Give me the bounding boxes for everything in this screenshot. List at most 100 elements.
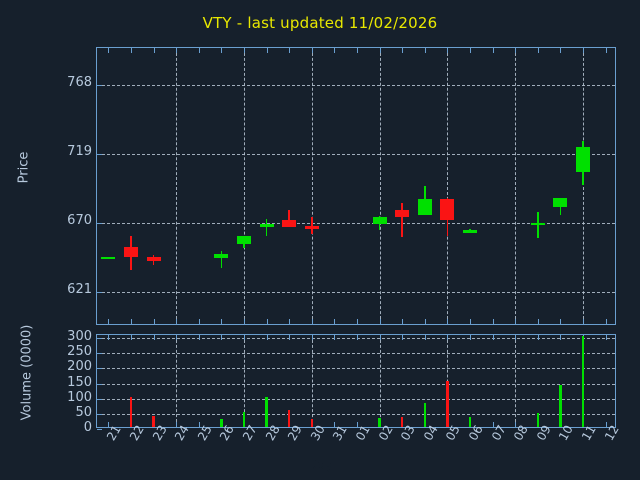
volume-gridline (97, 353, 615, 355)
candle-body (440, 198, 455, 221)
day-tick (537, 48, 539, 53)
volume-gridline (97, 368, 615, 370)
day-tick (583, 319, 585, 324)
day-tick (447, 319, 449, 324)
day-tick (289, 319, 291, 324)
day-tick (108, 48, 110, 53)
candle-body (304, 225, 319, 229)
price-tick (97, 84, 102, 86)
day-tick (334, 335, 336, 340)
volume-tick (97, 398, 102, 400)
day-tick (198, 319, 200, 324)
day-gridline (515, 48, 517, 324)
day-tick (357, 319, 358, 324)
volume-bar (129, 396, 133, 427)
volume-bar (423, 402, 427, 427)
candle-body (417, 198, 432, 215)
volume-tick (97, 383, 102, 385)
volume-gridline (97, 398, 615, 400)
day-tick (470, 319, 472, 324)
candle-wick (310, 217, 313, 235)
candle-body (282, 220, 297, 228)
day-tick (108, 335, 110, 340)
candle-body (530, 222, 545, 226)
price-gridline (97, 292, 615, 294)
candle-body (576, 146, 591, 173)
day-gridline (243, 48, 245, 324)
day-tick (537, 319, 539, 324)
day-tick (424, 335, 426, 340)
day-tick (402, 319, 404, 324)
day-tick (108, 422, 110, 427)
day-gridline (243, 335, 245, 427)
day-gridline (176, 335, 178, 427)
day-tick (605, 422, 607, 427)
day-tick (560, 335, 562, 340)
candle-wick (220, 251, 223, 269)
day-tick (334, 48, 336, 53)
day-tick (176, 422, 178, 427)
day-tick (198, 48, 200, 53)
price-tick-label: 621 (67, 282, 92, 298)
volume-tick-label: 300 (67, 329, 92, 345)
day-tick (153, 48, 155, 53)
volume-tick-label: 200 (67, 359, 92, 375)
candle-wick (288, 210, 290, 226)
day-tick (447, 48, 449, 53)
volume-tick-label: 50 (75, 404, 92, 420)
day-tick (379, 48, 381, 53)
day-tick (289, 335, 291, 340)
day-tick (470, 335, 472, 340)
volume-axis-labels: 0 50 100 150 200 250 300 (30, 329, 92, 435)
price-tick-label: 768 (67, 74, 92, 90)
day-axis-title: Day (0, 458, 640, 473)
day-tick (289, 48, 291, 53)
day-tick (266, 319, 268, 324)
price-tick-label: 670 (67, 212, 92, 228)
day-tick (605, 335, 607, 340)
day-tick (243, 48, 245, 53)
price-tick (97, 153, 102, 155)
volume-tick-label: 150 (67, 374, 92, 390)
chart-title: VTY - last updated 11/02/2026 (202, 14, 438, 32)
day-tick (470, 48, 472, 53)
volume-tick-label: 100 (67, 389, 92, 405)
candle-body (101, 256, 116, 260)
day-gridline (379, 335, 381, 427)
candle-wick (265, 218, 268, 236)
day-gridline (176, 48, 178, 324)
day-tick (583, 48, 585, 53)
day-tick (130, 319, 132, 324)
day-tick (266, 335, 268, 340)
day-tick (221, 319, 223, 324)
volume-tick (97, 429, 102, 430)
candle-body (236, 235, 251, 245)
day-tick (424, 48, 426, 53)
candle-body (146, 256, 161, 262)
day-tick (515, 48, 517, 53)
candle-body (259, 224, 274, 228)
day-tick (605, 319, 607, 324)
day-tick (243, 335, 245, 340)
volume-tick (97, 338, 102, 340)
volume-bar (287, 410, 291, 427)
day-tick (492, 335, 494, 340)
volume-bar (378, 417, 381, 427)
price-tick (97, 292, 102, 294)
day-tick (176, 48, 178, 53)
day-gridline (379, 48, 381, 324)
volume-axis-title: Volume (0000) (19, 324, 35, 421)
price-tick-label: 719 (67, 143, 92, 159)
day-tick (153, 319, 155, 324)
day-tick (221, 335, 223, 340)
day-gridline (447, 48, 449, 324)
volume-tick-label: 250 (67, 344, 92, 360)
day-gridline (311, 335, 313, 427)
price-gridline (97, 153, 615, 155)
volume-bar (536, 413, 540, 427)
day-tick (492, 48, 494, 53)
price-axis-title: Price (16, 151, 32, 184)
day-tick (537, 335, 539, 340)
volume-plot (96, 334, 616, 430)
